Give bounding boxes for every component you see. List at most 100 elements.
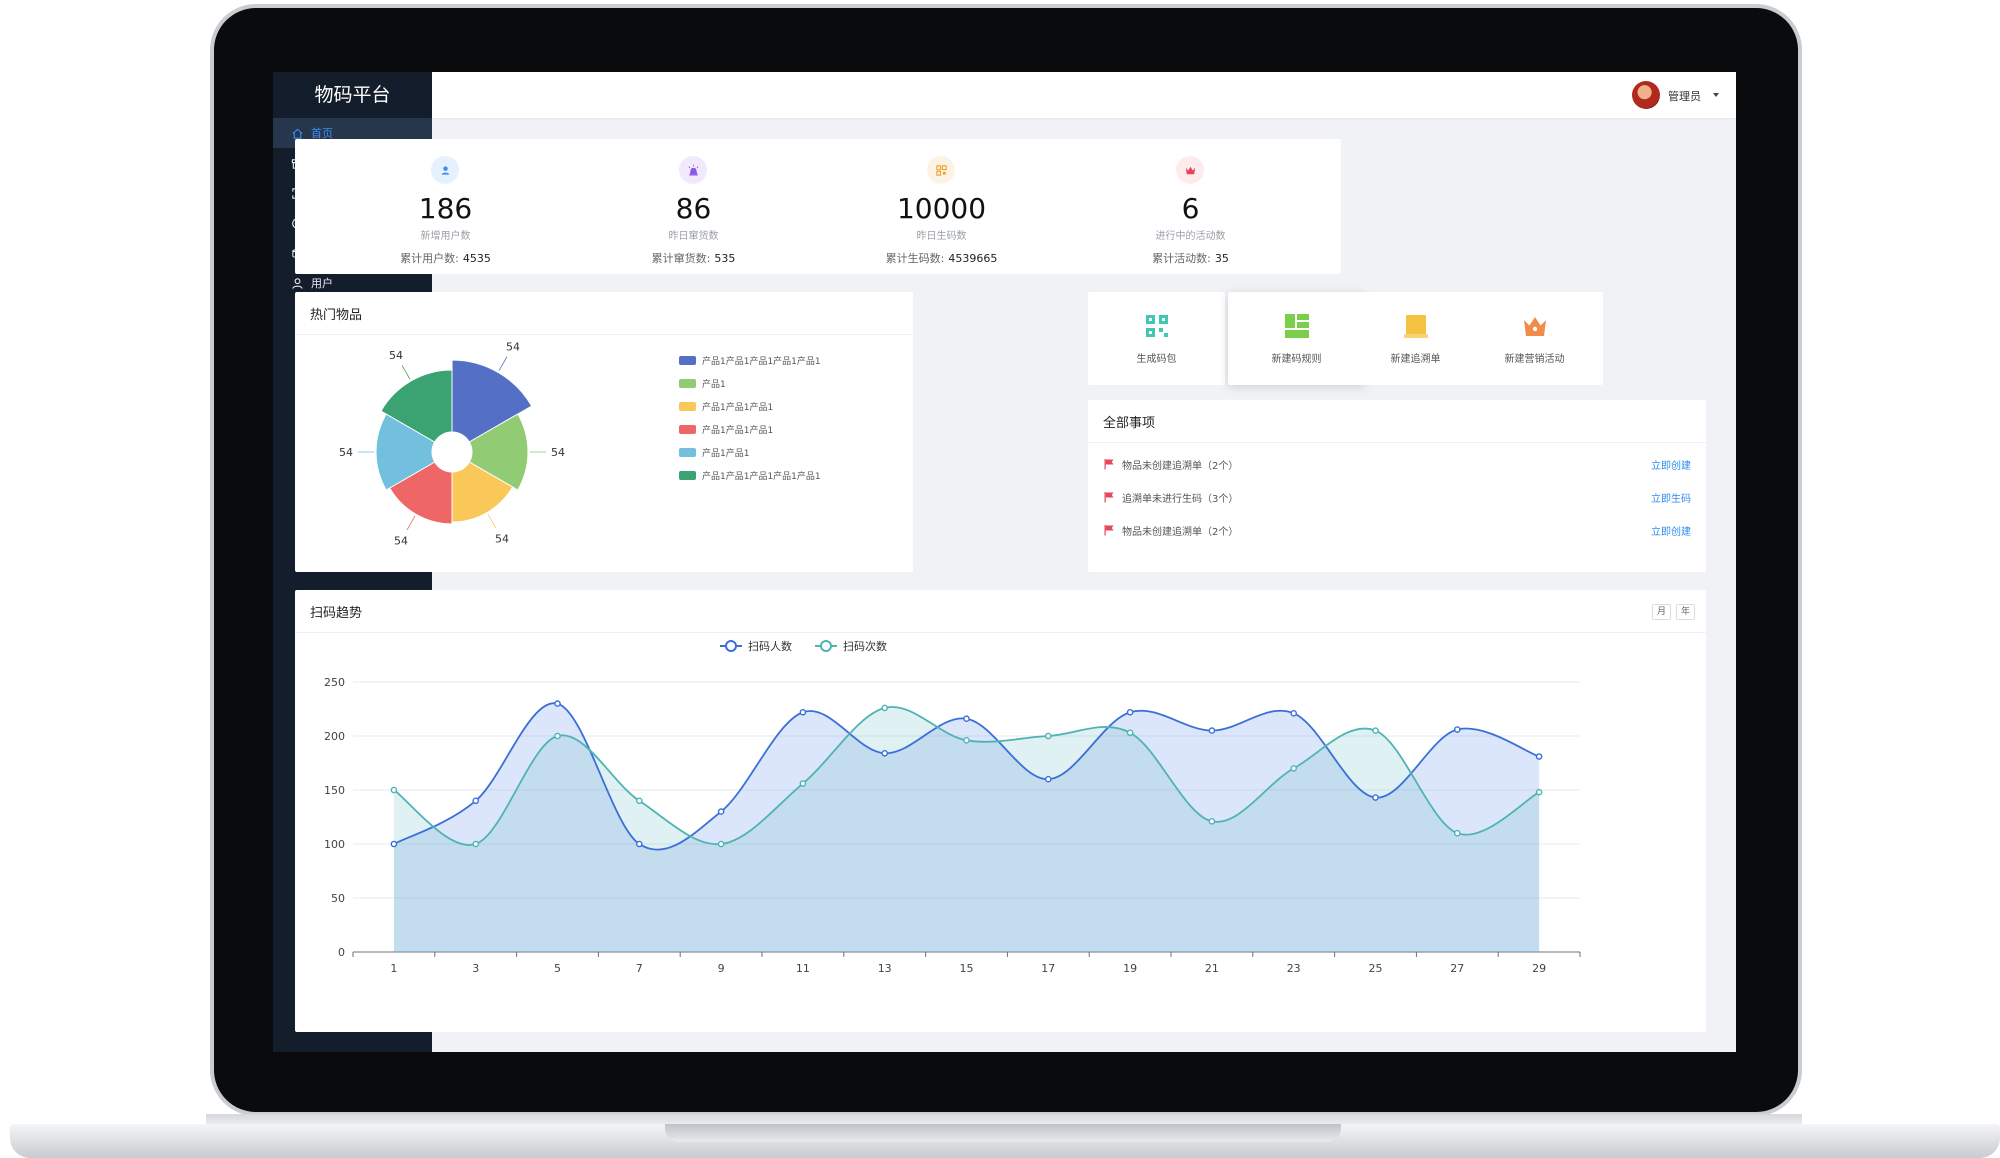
legend-label: 扫码次数 xyxy=(843,639,887,653)
data-point[interactable] xyxy=(1290,710,1298,717)
todo-text: 追溯单未进行生码（3个） xyxy=(1122,493,1239,505)
legend-item[interactable]: 产品1产品1 xyxy=(679,446,749,459)
rose-slice[interactable] xyxy=(451,461,514,523)
todo-action-link[interactable]: 立即创建 xyxy=(1651,460,1691,472)
data-point[interactable] xyxy=(1535,788,1543,796)
sidebar-item-label: 首页 xyxy=(311,127,333,140)
todo-action-link[interactable]: 立即创建 xyxy=(1651,526,1691,538)
caret-down-icon[interactable] xyxy=(1713,93,1719,97)
series-line xyxy=(393,702,1540,851)
quick-action-card[interactable]: 新建码规则 xyxy=(1228,292,1365,385)
top-header: 管理员 xyxy=(432,72,1736,118)
rose-slice[interactable] xyxy=(375,413,436,491)
data-point[interactable] xyxy=(799,708,807,716)
data-point[interactable] xyxy=(390,840,398,848)
stat-total-value: 535 xyxy=(714,252,736,265)
stat-total-label: 累计窜货数: xyxy=(651,252,711,265)
quick-action-card[interactable]: 生成码包 xyxy=(1088,292,1225,385)
rose-slice[interactable] xyxy=(468,413,529,491)
data-point[interactable] xyxy=(390,786,398,794)
layout-rule-icon xyxy=(1283,312,1311,340)
stat-value: 186 xyxy=(418,192,473,225)
legend-swatch xyxy=(679,356,696,365)
data-point[interactable] xyxy=(963,737,970,744)
rose-slice[interactable] xyxy=(388,461,453,525)
data-point[interactable] xyxy=(554,732,561,740)
data-point[interactable] xyxy=(1372,794,1379,801)
chart-legend-item[interactable]: 扫码人数 xyxy=(720,640,792,653)
user-name[interactable]: 管理员 xyxy=(1668,90,1701,103)
legend-item[interactable]: 产品1产品1产品1 xyxy=(679,400,773,413)
data-point[interactable] xyxy=(1454,726,1461,733)
stat-label: 新增用户数 xyxy=(420,231,471,242)
rose-slice[interactable] xyxy=(451,359,533,443)
data-point[interactable] xyxy=(1045,775,1052,783)
data-point[interactable] xyxy=(635,797,643,805)
data-point[interactable] xyxy=(881,749,889,757)
panel-title: 热门物品 xyxy=(310,308,363,323)
todo-item: 追溯单未进行生码（3个） 立即生码 xyxy=(1103,489,1691,505)
data-point[interactable] xyxy=(1208,818,1216,825)
stat-value: 6 xyxy=(1181,192,1200,225)
x-tick-label: 25 xyxy=(1369,962,1383,975)
y-tick-label: 150 xyxy=(324,784,345,797)
sidebar-item-5[interactable]: 用户 xyxy=(273,268,432,298)
data-point[interactable] xyxy=(799,780,807,787)
data-point[interactable] xyxy=(717,808,725,815)
rose-data-label: 54 xyxy=(394,534,408,547)
rose-data-label: 54 xyxy=(389,349,403,362)
legend-item[interactable]: 产品1产品1产品1 xyxy=(679,423,773,436)
todo-text: 物品未创建追溯单（2个） xyxy=(1122,460,1239,472)
quick-action-label: 新建码规则 xyxy=(1271,354,1322,365)
stat-label: 昨日窜货数 xyxy=(668,231,719,242)
legend-swatch xyxy=(679,448,696,457)
quick-action-card[interactable]: 新建追溯单 xyxy=(1347,292,1484,385)
legend-label: 产品1产品1产品1 xyxy=(702,426,774,436)
sidebar-item-label: 用户 xyxy=(311,277,333,290)
stat-total-value: 4535 xyxy=(462,252,491,265)
avatar[interactable] xyxy=(1632,81,1660,109)
chart-legend-item[interactable]: 扫码次数 xyxy=(815,639,887,653)
toggle-month[interactable]: 月 xyxy=(1652,604,1671,620)
data-point[interactable] xyxy=(1126,708,1134,716)
data-point[interactable] xyxy=(554,700,561,707)
data-point[interactable] xyxy=(1372,727,1379,734)
data-point[interactable] xyxy=(472,840,479,848)
data-point[interactable] xyxy=(1126,729,1134,737)
quick-action-label: 新建追溯单 xyxy=(1390,354,1441,365)
stat-total: 累计活动数: 35 xyxy=(1040,250,1341,266)
panel-title: 扫码趋势 xyxy=(310,606,363,621)
data-point[interactable] xyxy=(717,840,725,848)
y-tick-label: 250 xyxy=(324,676,345,689)
label-line xyxy=(487,514,497,529)
data-point[interactable] xyxy=(1290,765,1298,772)
data-point[interactable] xyxy=(881,704,889,712)
data-point[interactable] xyxy=(1045,732,1052,740)
legend-item[interactable]: 产品1产品1产品1产品1产品1 xyxy=(679,469,821,482)
data-point[interactable] xyxy=(1535,753,1543,760)
legend-label: 产品1 xyxy=(702,380,726,390)
todo-action-link[interactable]: 立即生码 xyxy=(1651,493,1691,505)
data-point[interactable] xyxy=(1454,829,1461,837)
data-point[interactable] xyxy=(635,840,643,848)
data-point[interactable] xyxy=(963,715,970,723)
todo-item: 物品未创建追溯单（2个） 立即创建 xyxy=(1103,456,1691,472)
legend-swatch xyxy=(679,402,696,411)
legend-item[interactable]: 产品1产品1产品1产品1产品1 xyxy=(679,354,821,367)
x-tick-label: 29 xyxy=(1532,962,1546,975)
data-point[interactable] xyxy=(472,797,479,805)
x-tick-label: 11 xyxy=(796,962,810,975)
rose-slice[interactable] xyxy=(380,369,453,443)
stat-value: 10000 xyxy=(896,192,987,225)
stat-value: 86 xyxy=(675,192,712,225)
legend-swatch xyxy=(679,425,696,434)
stat-total-value: 4539665 xyxy=(948,252,998,265)
quick-action-card[interactable]: 新建营销活动 xyxy=(1466,292,1603,385)
qrcode-icon xyxy=(927,156,955,184)
data-point[interactable] xyxy=(1208,727,1216,734)
toggle-year[interactable]: 年 xyxy=(1676,604,1695,620)
x-tick-label: 27 xyxy=(1450,962,1464,975)
legend-item[interactable]: 产品1 xyxy=(679,377,726,390)
rose-chart: 54 54 54 54 54 54 xyxy=(339,340,565,547)
